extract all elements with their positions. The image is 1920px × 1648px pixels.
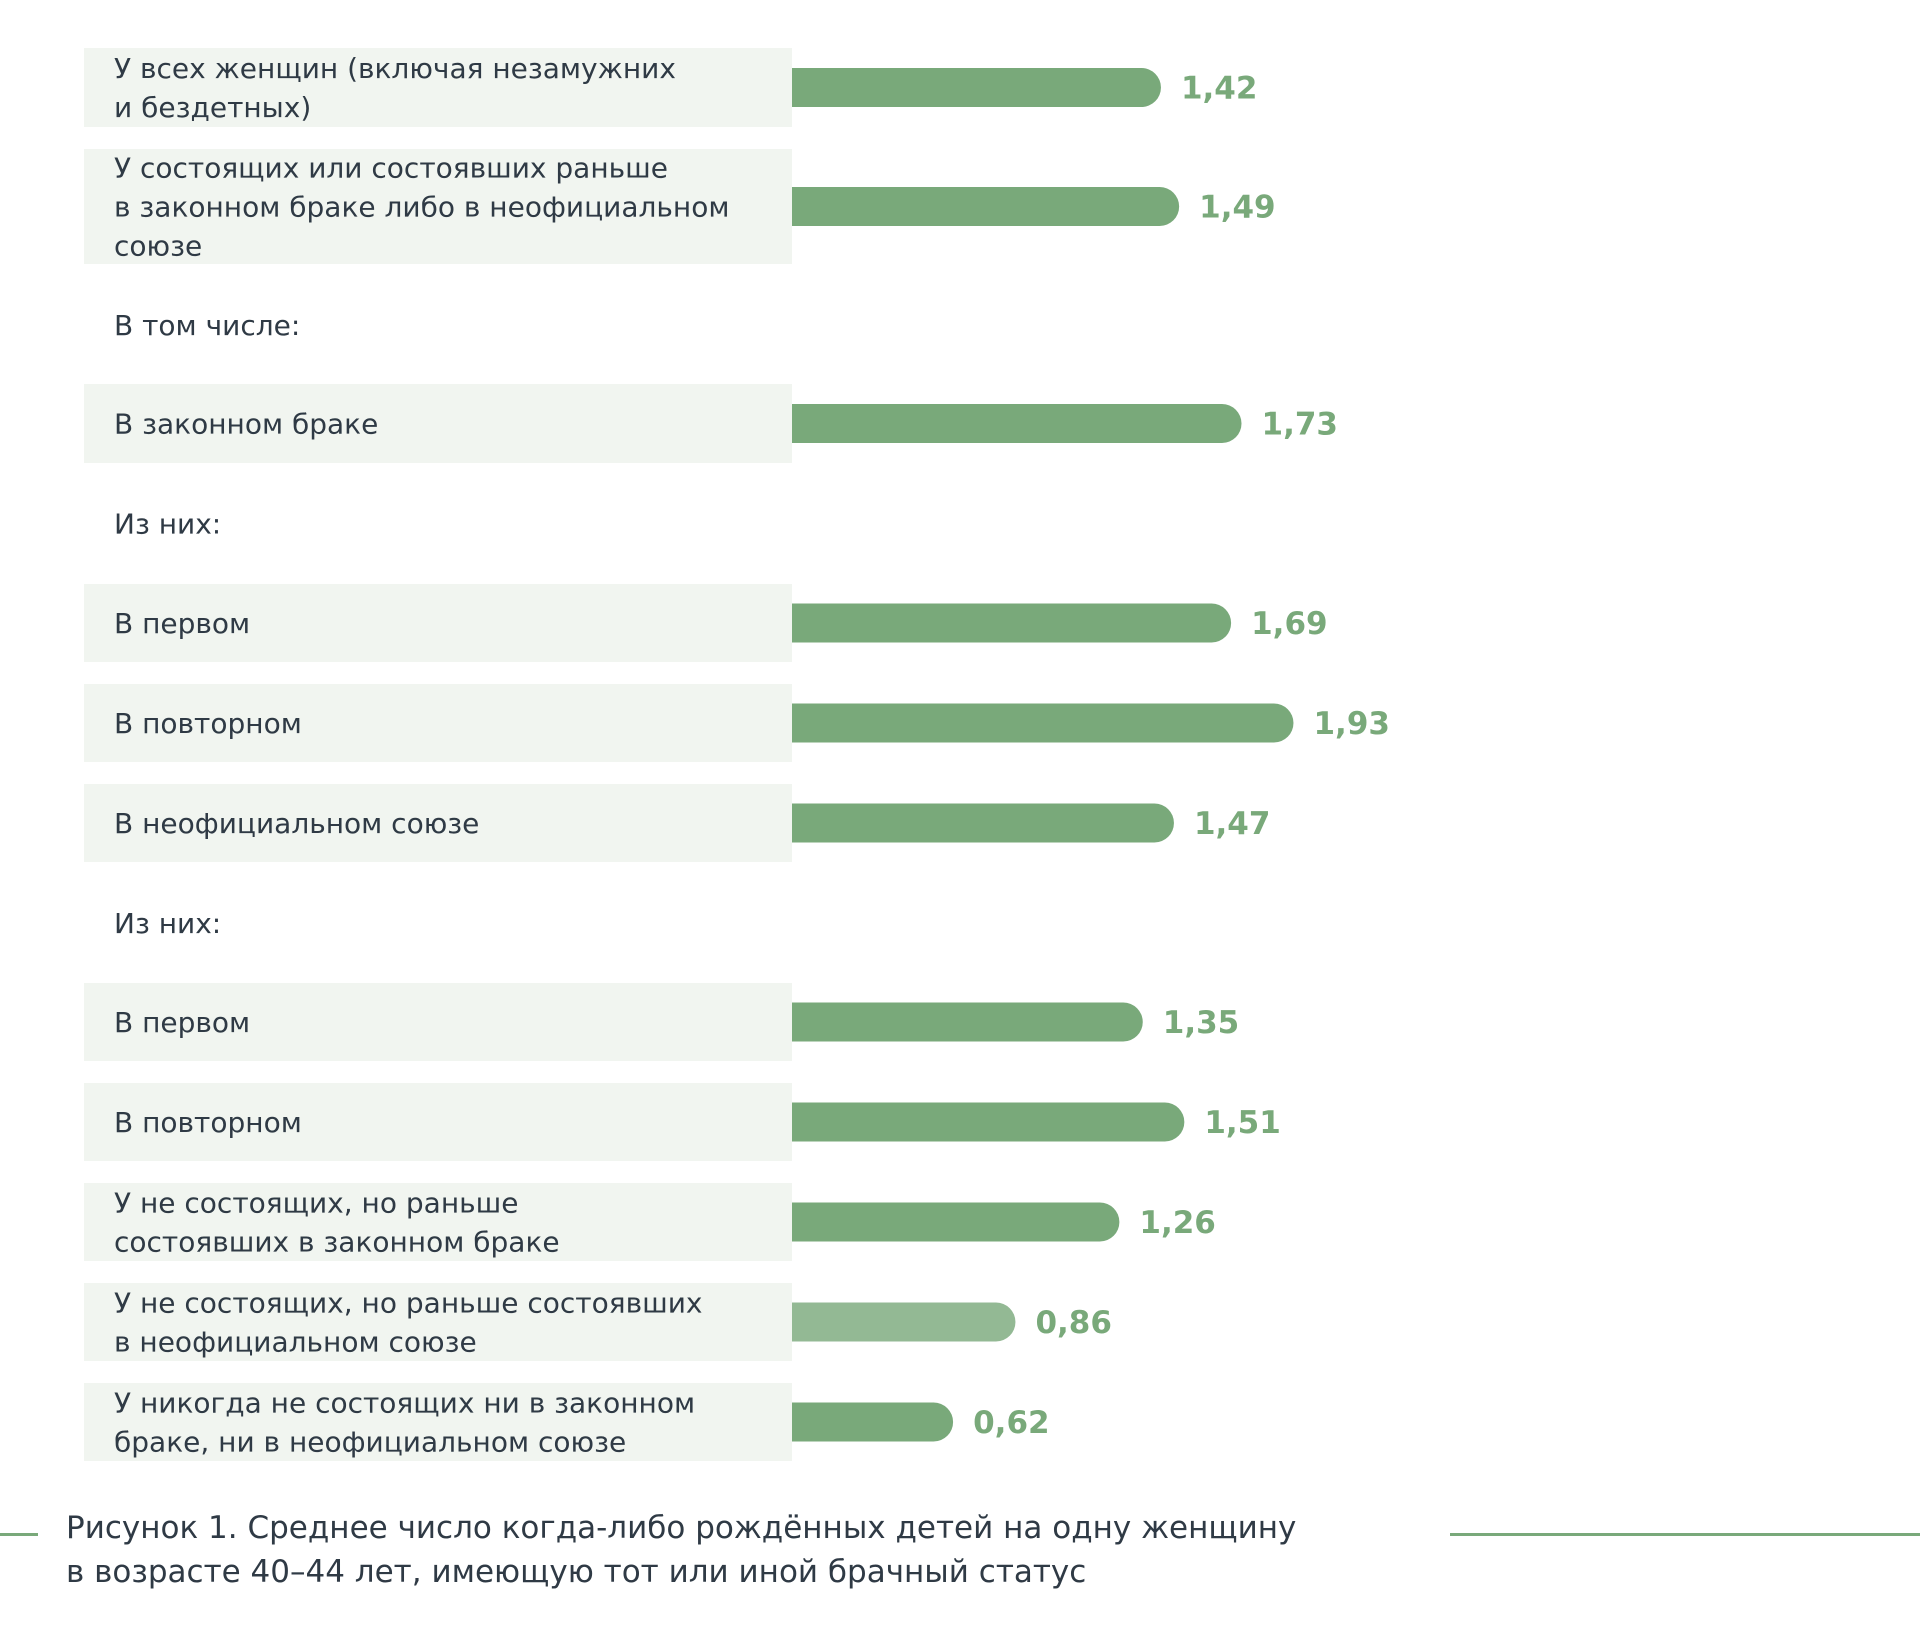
data-label: 1,49 [1199,190,1276,226]
bar [792,1102,1185,1142]
category-label: В первом [114,1006,250,1039]
category-label: В законном браке [114,408,378,441]
category-label: У всех женщин (включая незамужних [114,52,676,85]
data-label: 0,86 [1035,1305,1112,1341]
bar [792,404,1242,443]
row-background [84,584,792,662]
category-label: В повторном [114,1106,302,1139]
row-background [84,1083,792,1161]
caption-line-1: Рисунок 1. Среднее число когда-либо рожд… [66,1510,1297,1546]
category-label: В первом [114,607,250,640]
figure-caption: Рисунок 1. Среднее число когда-либо рожд… [66,1506,1366,1594]
bar [792,603,1232,643]
category-label: В повторном [114,707,302,740]
row-background [84,1383,792,1461]
row-background [84,983,792,1061]
data-label: 0,62 [973,1405,1050,1441]
bar-chart: У всех женщин (включая незамужних и безде… [84,48,1390,1461]
bar [792,1302,1016,1342]
data-label: 1,35 [1163,1005,1240,1041]
data-label: 1,93 [1313,706,1390,742]
row-background [84,1283,792,1361]
bar [792,187,1180,226]
bar [792,1202,1120,1242]
caption-line-2: в возрасте 40–44 лет, имеющую тот или ин… [66,1554,1087,1590]
category-label: в законном браке либо в неофициальном [114,191,729,224]
caption-line-right [1450,1533,1920,1536]
bar [792,1002,1143,1042]
caption-line-left [0,1533,38,1536]
row-background [84,149,792,264]
data-label: 1,73 [1262,407,1339,443]
category-label: У не состоящих, но раньше состоявших [114,1287,702,1320]
data-label: 1,47 [1194,806,1271,842]
bar [792,68,1161,108]
bar [792,1402,954,1442]
category-label: состоявших в законном браке [114,1226,560,1259]
data-label: 1,69 [1251,606,1328,642]
bar [792,803,1174,843]
bar [792,703,1294,743]
group-heading: Из них: [114,508,221,541]
category-label: В неофициальном союзе [114,807,479,840]
category-label: в неофициальном союзе [114,1326,477,1359]
data-label: 1,26 [1139,1205,1216,1241]
category-label: и бездетных) [114,91,311,124]
group-heading: Из них: [114,907,221,940]
category-label: У никогда не состоящих ни в законном [114,1387,695,1420]
row-background [84,684,792,762]
category-label: союзе [114,230,202,263]
group-heading: В том числе: [114,309,300,342]
row-background [84,384,792,463]
category-label: браке, ни в неофициальном союзе [114,1426,626,1459]
row-background [84,784,792,862]
data-label: 1,42 [1181,71,1258,107]
row-background [84,1183,792,1261]
row-background [84,48,792,127]
category-label: У состоящих или состоявших раньше [114,152,668,185]
category-label: У не состоящих, но раньше [114,1187,518,1220]
data-label: 1,51 [1204,1105,1281,1141]
